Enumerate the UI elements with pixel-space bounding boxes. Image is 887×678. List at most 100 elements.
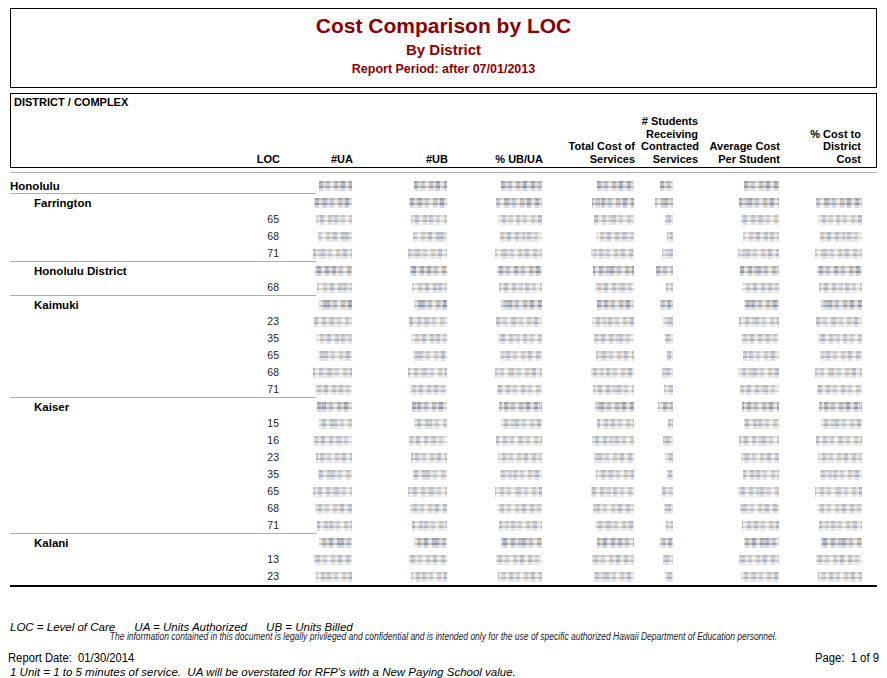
- redacted-value: [591, 487, 634, 497]
- cell-ua: [285, 261, 358, 279]
- cell-pctcost: [785, 499, 877, 517]
- table-row: Farrington: [10, 193, 877, 210]
- redacted-value: [409, 555, 447, 565]
- redacted-value: [314, 317, 352, 327]
- cell-pctcost: [785, 329, 877, 347]
- cell-students: [640, 431, 703, 449]
- redacted-value: [744, 538, 779, 548]
- table-row: 68: [10, 227, 877, 244]
- redacted-value: [318, 232, 352, 242]
- cell-pct: [453, 363, 548, 381]
- redacted-value: [501, 181, 542, 191]
- cell-ub: [358, 567, 453, 585]
- cell-ub: [358, 346, 453, 364]
- redacted-value: [741, 215, 779, 225]
- redacted-value: [411, 453, 447, 463]
- redacted-value: [408, 487, 447, 497]
- cell-ua: [285, 346, 358, 364]
- cell-pct: [453, 193, 548, 211]
- redacted-value: [741, 334, 779, 344]
- cell-students: [640, 295, 703, 313]
- cell-students: [640, 465, 703, 483]
- redacted-value: [815, 368, 862, 378]
- page-footer-bar: Report Date: 01/30/2014 Page: 1 of 9: [8, 651, 879, 665]
- report-page: Cost Comparison by LOC By District Repor…: [0, 0, 887, 678]
- cell-ua: [285, 295, 358, 313]
- cell-ua: [285, 227, 358, 245]
- redacted-value: [818, 453, 862, 463]
- redacted-value: [315, 504, 352, 514]
- cell-total: [548, 465, 640, 483]
- redacted-value: [816, 555, 862, 565]
- page-number: Page: 1 of 9: [815, 651, 879, 665]
- cell-avg: [703, 244, 785, 262]
- redacted-value: [413, 470, 447, 480]
- redacted-value: [317, 521, 352, 531]
- redacted-value: [314, 198, 352, 208]
- redacted-value: [819, 283, 862, 293]
- redacted-value: [739, 317, 779, 327]
- redacted-value: [414, 300, 447, 310]
- redacted-value: [316, 215, 352, 225]
- redacted-value: [739, 555, 779, 565]
- table-row: 65: [10, 482, 877, 499]
- redacted-value: [667, 232, 673, 242]
- cell-ua: [285, 448, 358, 466]
- redacted-value: [744, 419, 779, 429]
- redacted-value: [498, 215, 542, 225]
- redacted-value: [662, 368, 673, 378]
- redacted-value: [500, 351, 542, 361]
- cell-pct: [453, 499, 548, 517]
- redacted-value: [314, 555, 352, 565]
- redacted-value: [595, 521, 634, 531]
- loc-value: 16: [10, 434, 285, 446]
- redacted-value: [409, 198, 447, 208]
- table-body: HonoluluFarrington656871Honolulu Distric…: [10, 172, 877, 584]
- cell-avg: [703, 346, 785, 364]
- cell-ua: [285, 176, 358, 194]
- loc-value: 35: [10, 468, 285, 480]
- redacted-value: [815, 487, 862, 497]
- redacted-value: [818, 334, 862, 344]
- cell-students: [640, 363, 703, 381]
- cell-pct: [453, 295, 548, 313]
- redacted-value: [501, 538, 542, 548]
- cell-total: [548, 550, 640, 568]
- redacted-value: [740, 266, 779, 276]
- table-row: 23: [10, 312, 877, 329]
- redacted-value: [818, 215, 862, 225]
- table-row: 23: [10, 448, 877, 465]
- redacted-value: [313, 249, 352, 259]
- table-row: 65: [10, 210, 877, 227]
- cell-avg: [703, 295, 785, 313]
- redacted-value: [408, 249, 447, 259]
- cell-avg: [703, 550, 785, 568]
- redacted-value: [497, 266, 542, 276]
- redacted-value: [816, 317, 862, 327]
- redacted-value: [668, 419, 673, 429]
- cell-pct: [453, 210, 548, 228]
- cell-pctcost: [785, 278, 877, 296]
- redacted-value: [499, 521, 542, 531]
- redacted-value: [597, 181, 634, 191]
- cell-ub: [358, 465, 453, 483]
- loc-value: 35: [10, 332, 285, 344]
- redacted-value: [666, 521, 673, 531]
- cell-avg: [703, 329, 785, 347]
- district-complex-header: DISTRICT / COMPLEX: [14, 96, 128, 108]
- report-title-box: Cost Comparison by LOC By District Repor…: [10, 8, 877, 88]
- column-header-ua: #UA: [286, 153, 359, 166]
- table-row: 13: [10, 550, 877, 567]
- redacted-value: [496, 555, 542, 565]
- table-row: 16: [10, 431, 877, 448]
- redacted-value: [815, 249, 862, 259]
- cell-avg: [703, 499, 785, 517]
- cell-pctcost: [785, 448, 877, 466]
- cell-students: [640, 244, 703, 262]
- cell-ub: [358, 550, 453, 568]
- cell-ua: [285, 516, 358, 534]
- cell-avg: [703, 448, 785, 466]
- redacted-value: [596, 351, 634, 361]
- cell-avg: [703, 397, 785, 415]
- redacted-value: [743, 232, 779, 242]
